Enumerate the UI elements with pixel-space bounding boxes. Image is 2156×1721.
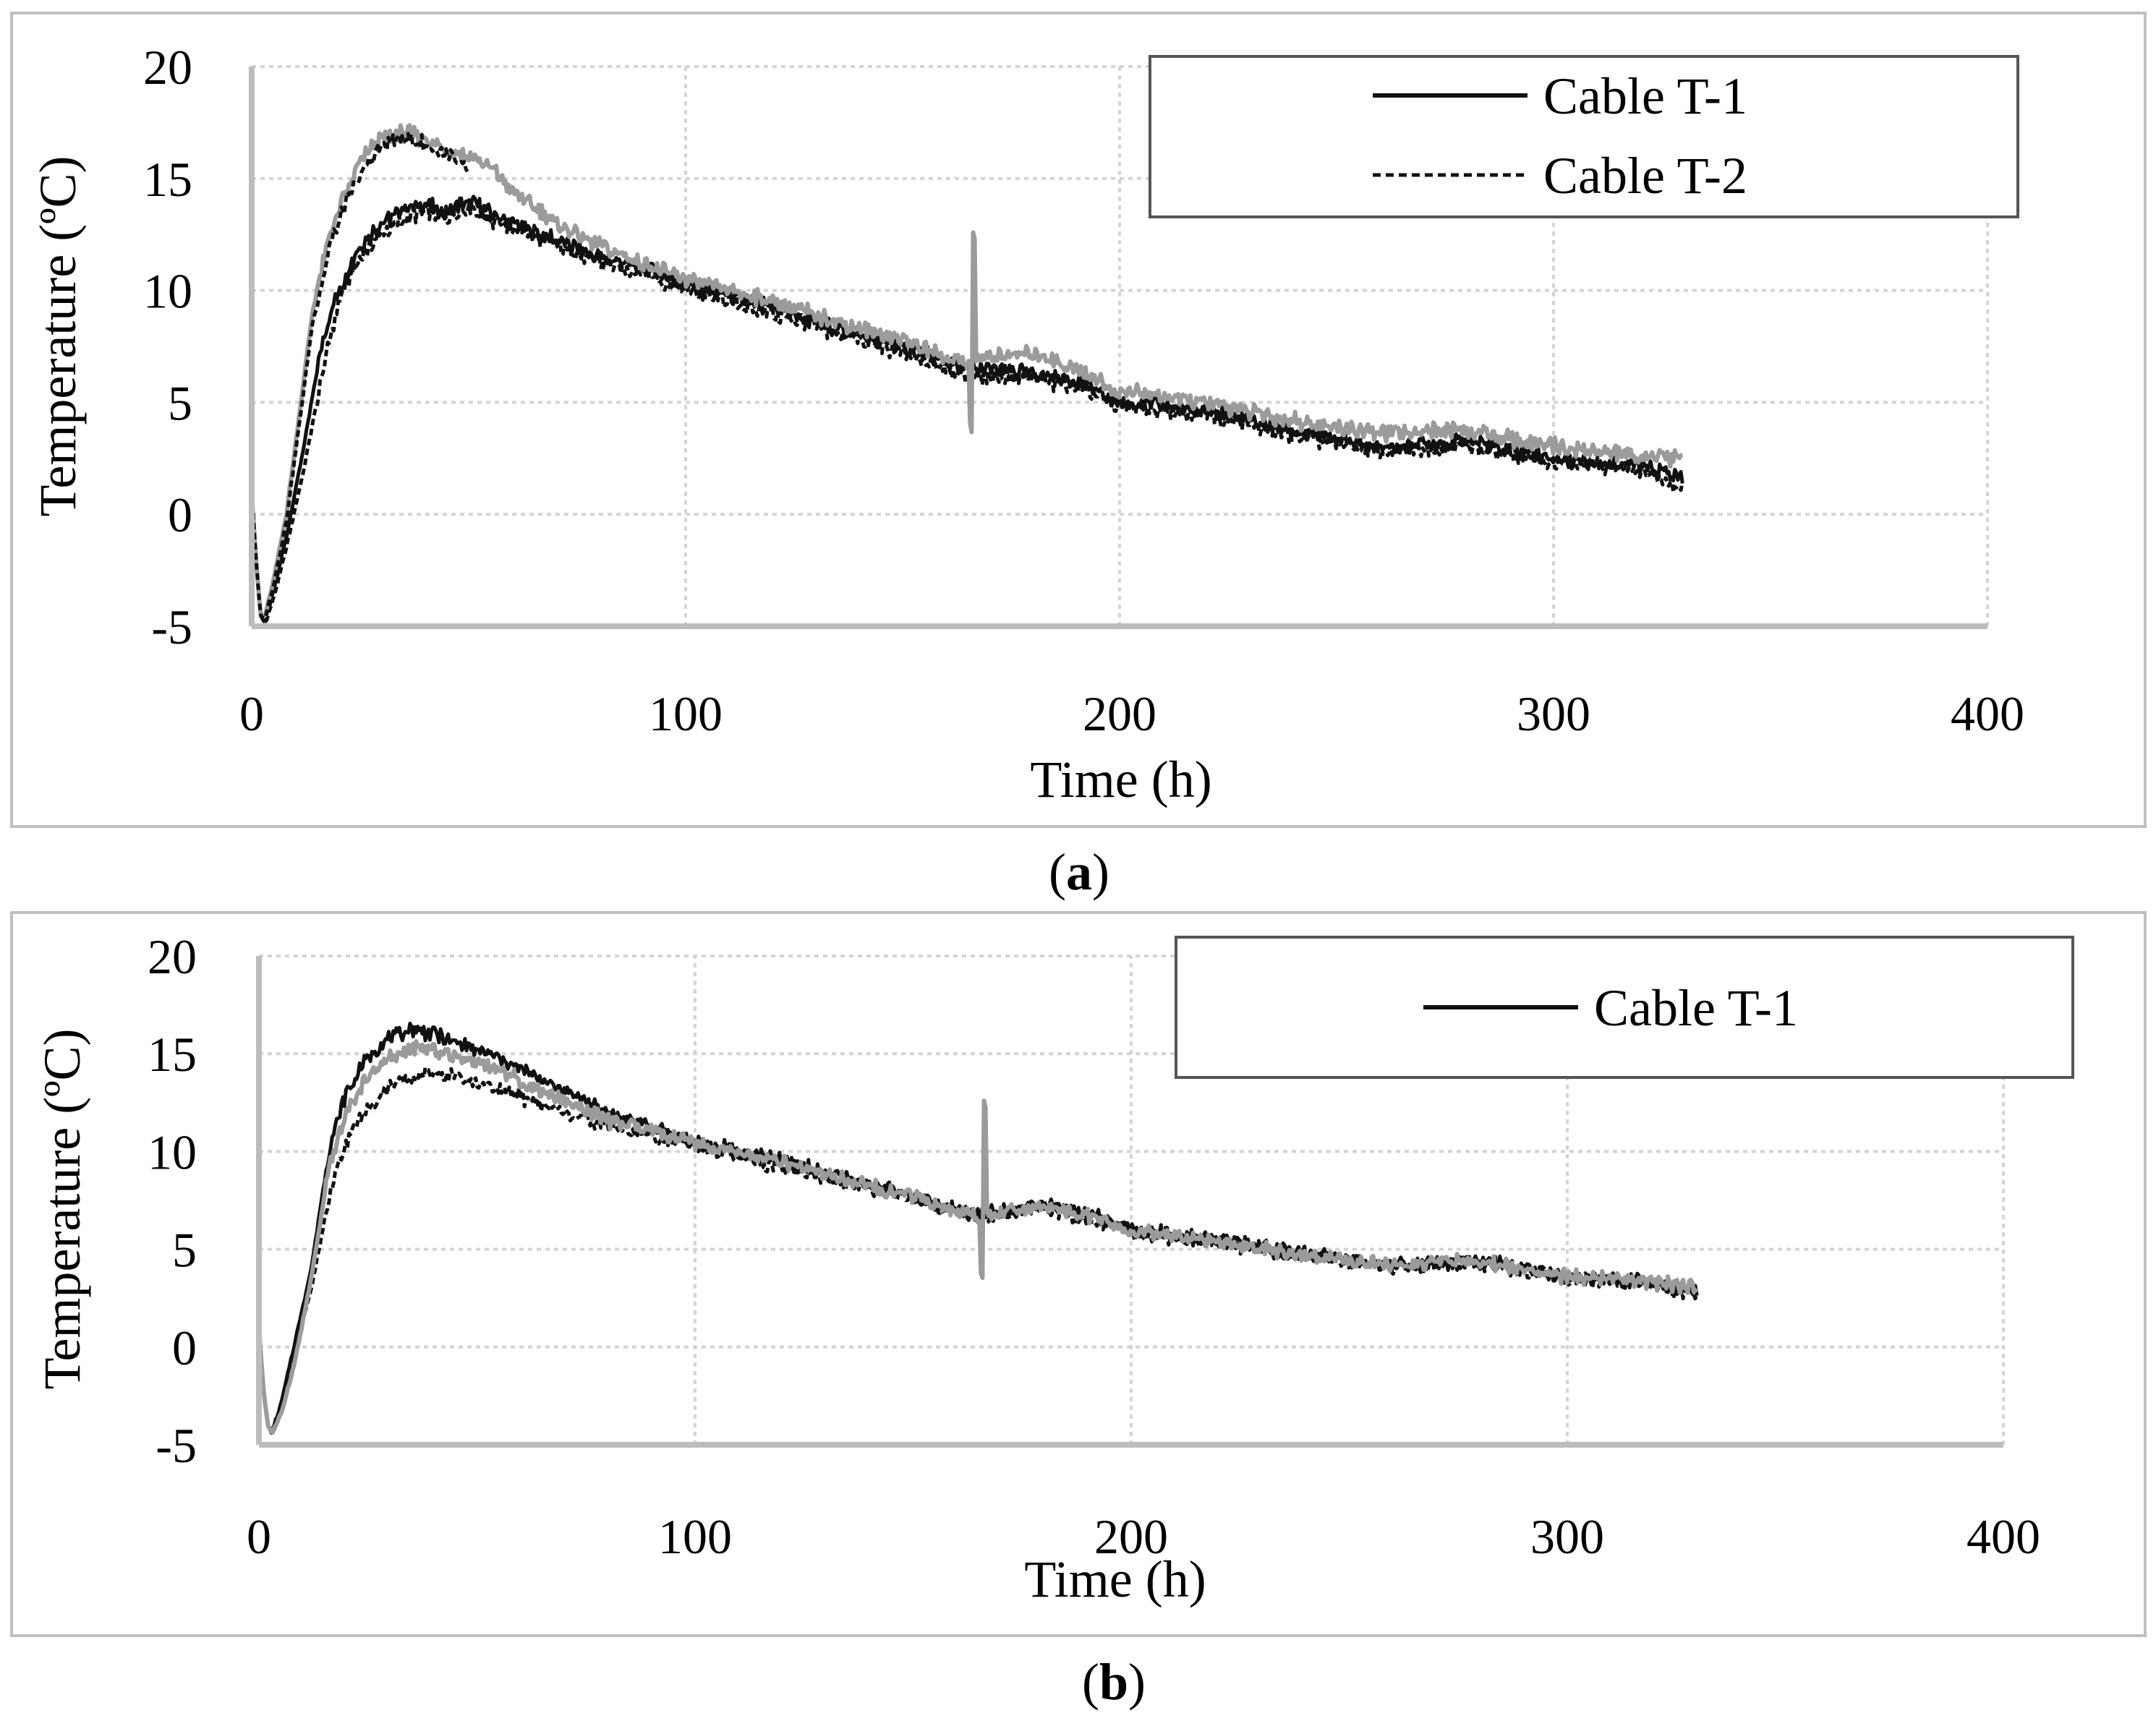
panel-a-x-axis-title: Time (h) [1030,751,1211,808]
y-tick-label: -5 [155,1418,197,1473]
x-tick-label: 300 [1517,686,1590,741]
y-tick-label: 0 [172,1320,197,1375]
y-tick-label: 20 [148,929,197,984]
y-tick-label: 15 [143,152,192,207]
panel-b-series [257,1021,1699,1436]
panel-b-legend-label-t1: Cable T-1 [1594,979,1798,1037]
x-tick-label: 200 [1083,686,1156,741]
x-tick-label: 0 [247,1509,271,1564]
panel-a-caption: (a) [1049,843,1109,901]
panel-a-caption-letter: a [1066,843,1092,901]
panel-a-y-axis-title: Temperature (ºC) [29,155,87,516]
y-tick-label: 20 [143,40,192,95]
series-line-cable-t-1-inner [257,1039,1699,1435]
panel-b-axes [256,956,2003,1448]
panel-b-x-axis-title: Time (h) [1024,1550,1206,1608]
x-tick-label: 100 [649,686,723,741]
x-tick-label: 300 [1530,1509,1604,1564]
panel-a-legend: Cable T-1 Cable T-2 [1149,55,2019,218]
y-tick-label: -5 [151,599,192,654]
y-tick-label: 0 [168,487,192,542]
panel-a-series [250,123,1684,624]
y-tick-label: 15 [148,1027,197,1082]
y-tick-label: 5 [172,1223,197,1278]
x-tick-label: 200 [1094,1509,1168,1564]
panel-a-legend-label-t1: Cable T-1 [1543,67,1747,125]
panel-a-legend-box [1149,55,2019,218]
panel-a-legend-label-t2: Cable T-2 [1543,147,1747,205]
x-tick-label: 400 [1951,686,2024,741]
x-tick-label: 100 [658,1509,732,1564]
x-tick-label: 0 [239,686,264,741]
panel-a-axes [249,67,1987,629]
series-line-cable-t-2-inner [250,132,469,620]
series-line-cable-t-2-outer [250,201,1684,624]
y-tick-label: 10 [143,264,192,319]
series-line-cable-t-1-inner [250,123,1684,619]
panel-b-legend: Cable T-1 [1175,936,2074,1079]
panel-b-legend-box [1175,936,2074,1079]
panel-b-y-axis-title: Temperature (ºC) [33,1028,91,1389]
y-tick-label: 5 [168,375,192,430]
y-tick-label: 10 [148,1124,197,1179]
panel-b-caption: (b) [1082,1653,1146,1711]
x-tick-label: 400 [1967,1509,2040,1564]
panel-b-caption-letter: b [1099,1653,1128,1711]
